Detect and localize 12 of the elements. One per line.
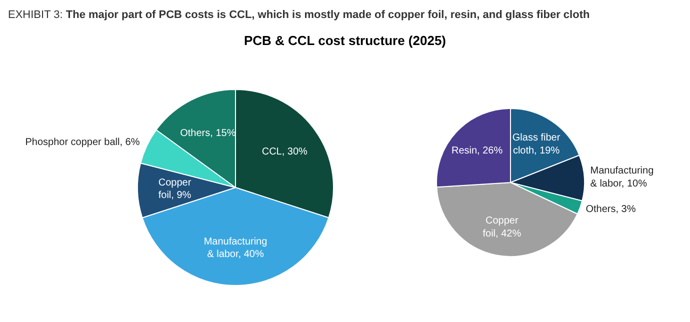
slice-label: Phosphor copper ball, 6% [25, 136, 140, 148]
slice-label: Others, 3% [586, 204, 636, 216]
slice-label: Copper foil, 42% [482, 216, 522, 240]
chart-subtitle: PCB & CCL cost structure (2025) [242, 32, 448, 50]
slice-label: Copper foil, 9% [158, 178, 192, 202]
slice-label: Manufacturing & labor, 10% [590, 166, 654, 190]
slice-label: Resin, 26% [451, 146, 503, 157]
slice-label: Manufacturing & labor, 40% [204, 236, 268, 260]
slice-label: CCL, 30% [262, 146, 308, 158]
slice-label: Others, 15% [180, 128, 236, 139]
slice-label: Glass fiber cloth, 19% [512, 132, 561, 156]
chart-title: EXHIBIT 3: The major part of PCB costs is CCL, which is mostly made of copper foil, resin, and glass fiber cloth [8, 8, 590, 23]
